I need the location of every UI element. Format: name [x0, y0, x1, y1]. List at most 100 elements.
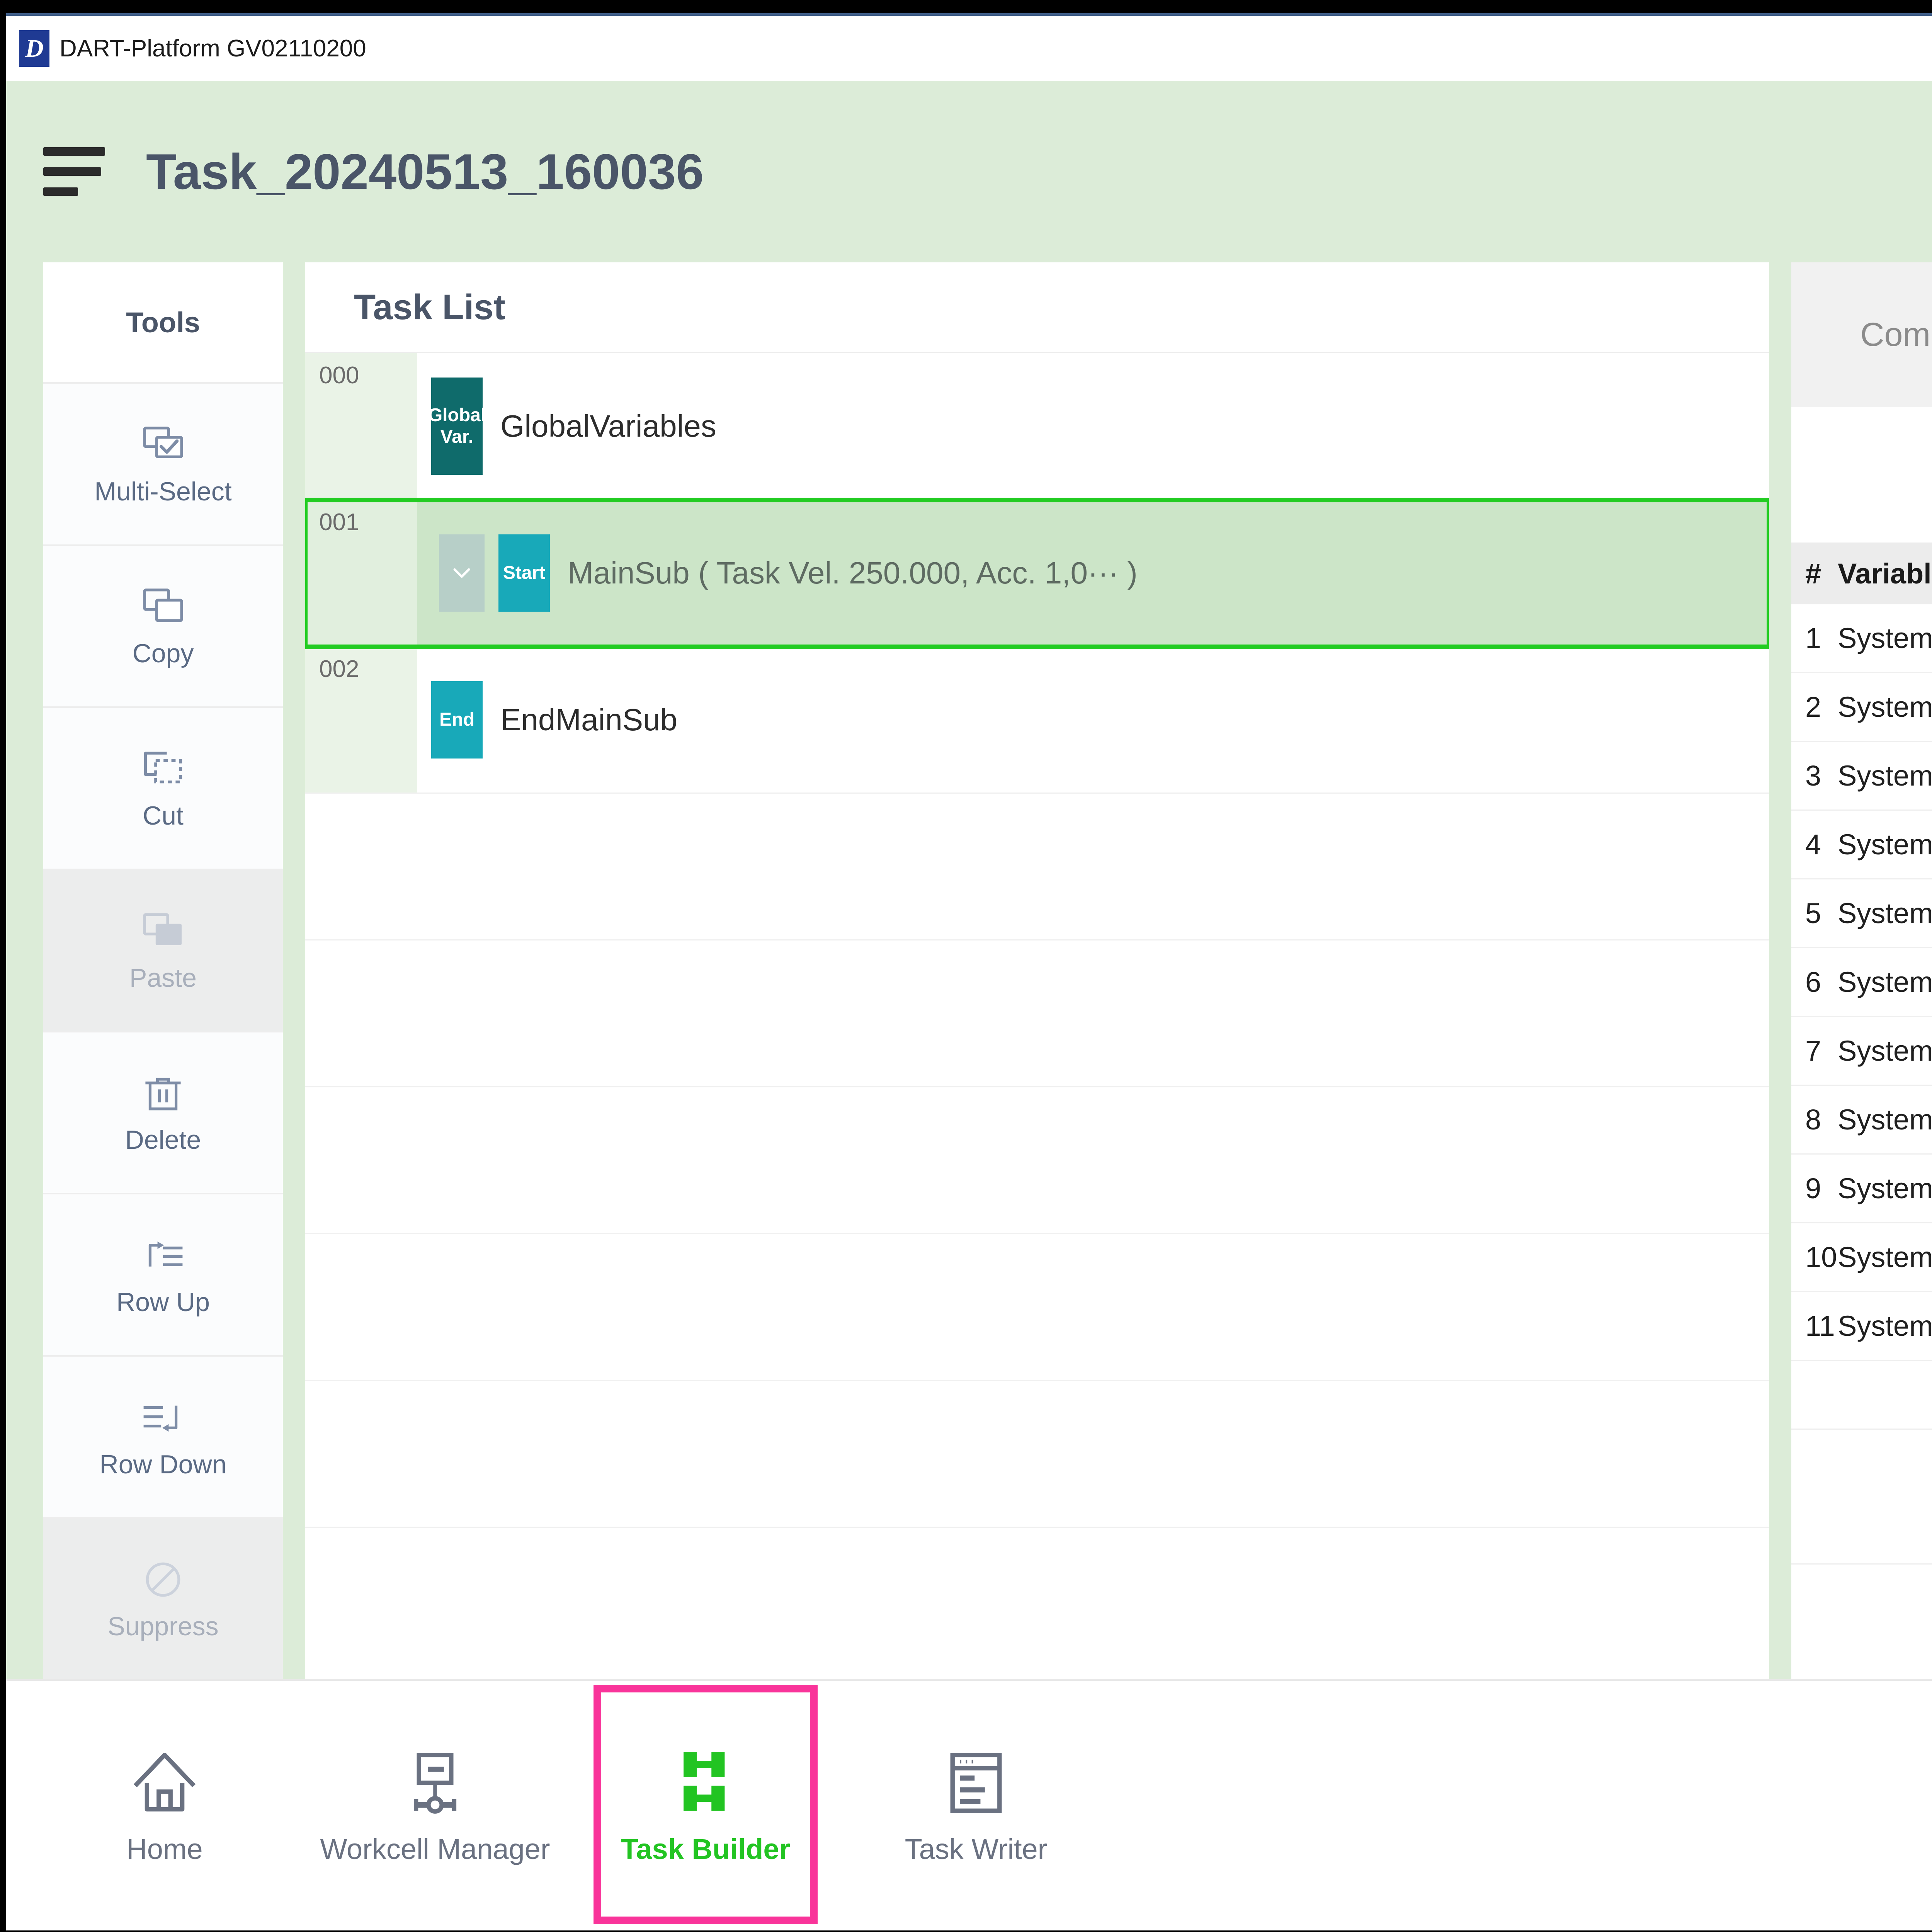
hamburger-menu-icon[interactable]: [43, 147, 113, 196]
task-row[interactable]: 000 Global Var. GlobalVariables: [305, 353, 1769, 500]
table-row[interactable]: 2 System_a_1 posx(100.0, 500.0, 500.0, 1…: [1791, 673, 1932, 742]
cell-index: 7: [1805, 1035, 1821, 1067]
bottom-navigation-bar: Home Workcell Manager Task Builder Task …: [6, 1679, 1932, 1930]
cell-variable-name: System_b_1: [1838, 1172, 1932, 1204]
table-row[interactable]: 10 System_A_1 2: [1791, 1223, 1932, 1292]
subtab-variable-list[interactable]: Variable List: [1791, 407, 1932, 543]
tool-paste-button[interactable]: Paste: [43, 868, 283, 1031]
nav-spacer: [1111, 1681, 1890, 1930]
tool-label: Copy: [132, 639, 194, 668]
cell-variable-name: System_aa_1: [1838, 1104, 1932, 1136]
nav-label: Workcell Manager: [320, 1833, 550, 1865]
copy-icon: [140, 583, 186, 630]
task-node-label: MainSub ( Task Vel. 250.000, Acc. 1,0···…: [568, 555, 1138, 590]
tool-label: Suppress: [107, 1612, 219, 1641]
nav-label: Task Builder: [621, 1833, 791, 1865]
task-node-chip: Global Var.: [428, 377, 486, 475]
tool-cut-button[interactable]: Cut: [43, 706, 283, 869]
table-row[interactable]: 9 System_b_1 1: [1791, 1155, 1932, 1223]
cell-index: 10: [1805, 1241, 1837, 1273]
cell-variable-name: System_B_1: [1838, 1310, 1932, 1342]
table-row[interactable]: 4 System_b 1: [1791, 811, 1932, 879]
cell-index: 5: [1805, 897, 1821, 929]
nav-label: Task Writer: [905, 1833, 1048, 1865]
tool-label: Delete: [125, 1125, 201, 1155]
tab-command[interactable]: Command: [1791, 262, 1932, 407]
task-empty-row[interactable]: [305, 1234, 1769, 1381]
table-row[interactable]: 5 System_A 2: [1791, 879, 1932, 948]
main-content-area: Tools Multi-Select Copy Cut: [6, 262, 1932, 1679]
cut-icon: [140, 746, 186, 792]
nav-item-workcell-manager[interactable]: Workcell Manager: [300, 1681, 570, 1930]
task-builder-icon: [669, 1746, 742, 1820]
cell-index: 4: [1805, 828, 1821, 861]
row-down-icon: [140, 1395, 186, 1441]
cell-variable-name: System_b: [1838, 828, 1932, 861]
tool-multi-select-button[interactable]: Multi-Select: [43, 382, 283, 544]
task-empty-row[interactable]: [305, 1381, 1769, 1528]
page-title: Task_20240513_160036: [146, 143, 704, 200]
table-row[interactable]: 6 System_B 1,2,3,4: [1791, 948, 1932, 1017]
tools-panel-title: Tools: [43, 262, 283, 382]
nav-item-home[interactable]: Home: [29, 1681, 300, 1930]
table-row-partial[interactable]: posx(100.0, 500.0, 500.0, 180.0, -180.0: [1791, 1361, 1932, 1430]
window-title-bar: D DART-Platform GV02110200: [6, 16, 1932, 81]
multi-select-icon: [140, 422, 186, 468]
tool-suppress-button[interactable]: Suppress: [43, 1517, 283, 1679]
system-variable-table: # Variable Name Value 1 System_a posx(0.…: [1791, 543, 1932, 1679]
paste-icon: [140, 908, 186, 954]
chip-line-2: Var.: [440, 426, 474, 447]
tool-row-up-button[interactable]: Row Up: [43, 1193, 283, 1355]
main-tab-bar: Command Property Variable Play: [1791, 262, 1932, 407]
cell-index: 3: [1805, 760, 1821, 792]
table-row[interactable]: 11 System_B_1 1,2,3,4: [1791, 1292, 1932, 1361]
cell-variable-name: System_a_1: [1838, 691, 1932, 723]
table-scroll-region: 1 System_a posx(0.0, 34.5, 1652.5, 180.0…: [1791, 604, 1932, 1563]
task-list-title: Task List: [305, 262, 1769, 353]
cell-index: 9: [1805, 1172, 1821, 1204]
cell-index: 8: [1805, 1104, 1821, 1136]
table-row[interactable]: 7 System_a_1_1 posx(100.0, 500.0, 500.0,…: [1791, 1017, 1932, 1086]
application-window: D DART-Platform GV02110200 Task_20240513…: [6, 13, 1932, 1930]
cell-variable-name: System_A: [1838, 897, 1932, 929]
table-footer: Edit & Add: [1791, 1563, 1932, 1679]
nav-item-task-writer[interactable]: Task Writer: [841, 1681, 1111, 1930]
window-title-text: DART-Platform GV02110200: [60, 35, 366, 62]
tab-label: Command: [1860, 316, 1932, 353]
task-row[interactable]: 002 End EndMainSub: [305, 647, 1769, 794]
workcell-manager-icon: [398, 1746, 472, 1820]
tool-label: Row Up: [116, 1287, 210, 1317]
cell-variable-name: System_A_1: [1838, 1241, 1932, 1273]
table-row[interactable]: 3 System_aa posj(0.0, 0.0, 0.0, 0.0, 0.0…: [1791, 742, 1932, 811]
task-row-number: 002: [305, 647, 417, 793]
tool-label: Multi-Select: [94, 476, 232, 506]
task-writer-icon: [939, 1746, 1013, 1820]
tool-row-down-button[interactable]: Row Down: [43, 1355, 283, 1517]
suppress-icon: [140, 1556, 186, 1603]
task-row-selected[interactable]: 001 Start MainSub ( Task Vel. 250.000, A…: [305, 498, 1769, 649]
tool-label: Paste: [129, 963, 197, 993]
table-header-row: # Variable Name Value: [1791, 543, 1932, 604]
tool-delete-button[interactable]: Delete: [43, 1031, 283, 1193]
task-row-number: 001: [305, 500, 417, 646]
tool-label: Cut: [143, 801, 184, 831]
table-row[interactable]: 1 System_a posx(0.0, 34.5, 1652.5, 180.0…: [1791, 604, 1932, 673]
nav-item-status[interactable]: Status: [1890, 1681, 1932, 1930]
task-empty-row[interactable]: [305, 794, 1769, 940]
task-node-chip: End: [431, 681, 483, 759]
tools-panel: Tools Multi-Select Copy Cut: [43, 262, 283, 1679]
table-body: 1 System_a posx(0.0, 34.5, 1652.5, 180.0…: [1791, 604, 1932, 1563]
chevron-down-icon[interactable]: [439, 534, 485, 612]
nav-item-task-builder[interactable]: Task Builder: [570, 1681, 841, 1930]
tool-label: Row Down: [99, 1449, 227, 1479]
cell-index: 1: [1805, 622, 1821, 654]
sub-tab-bar: Variable List System Variable: [1791, 407, 1932, 543]
table-row[interactable]: 8 System_aa_1 posj(0.0, 0.0, 0.0, 0.0, 0…: [1791, 1086, 1932, 1155]
task-empty-row[interactable]: [305, 1087, 1769, 1234]
cell-variable-name: System_aa: [1838, 760, 1932, 792]
task-empty-row[interactable]: [305, 940, 1769, 1087]
home-icon: [128, 1746, 201, 1820]
cell-variable-name: System_a: [1838, 622, 1932, 654]
tool-copy-button[interactable]: Copy: [43, 544, 283, 707]
chip-line-1: End: [439, 709, 474, 730]
